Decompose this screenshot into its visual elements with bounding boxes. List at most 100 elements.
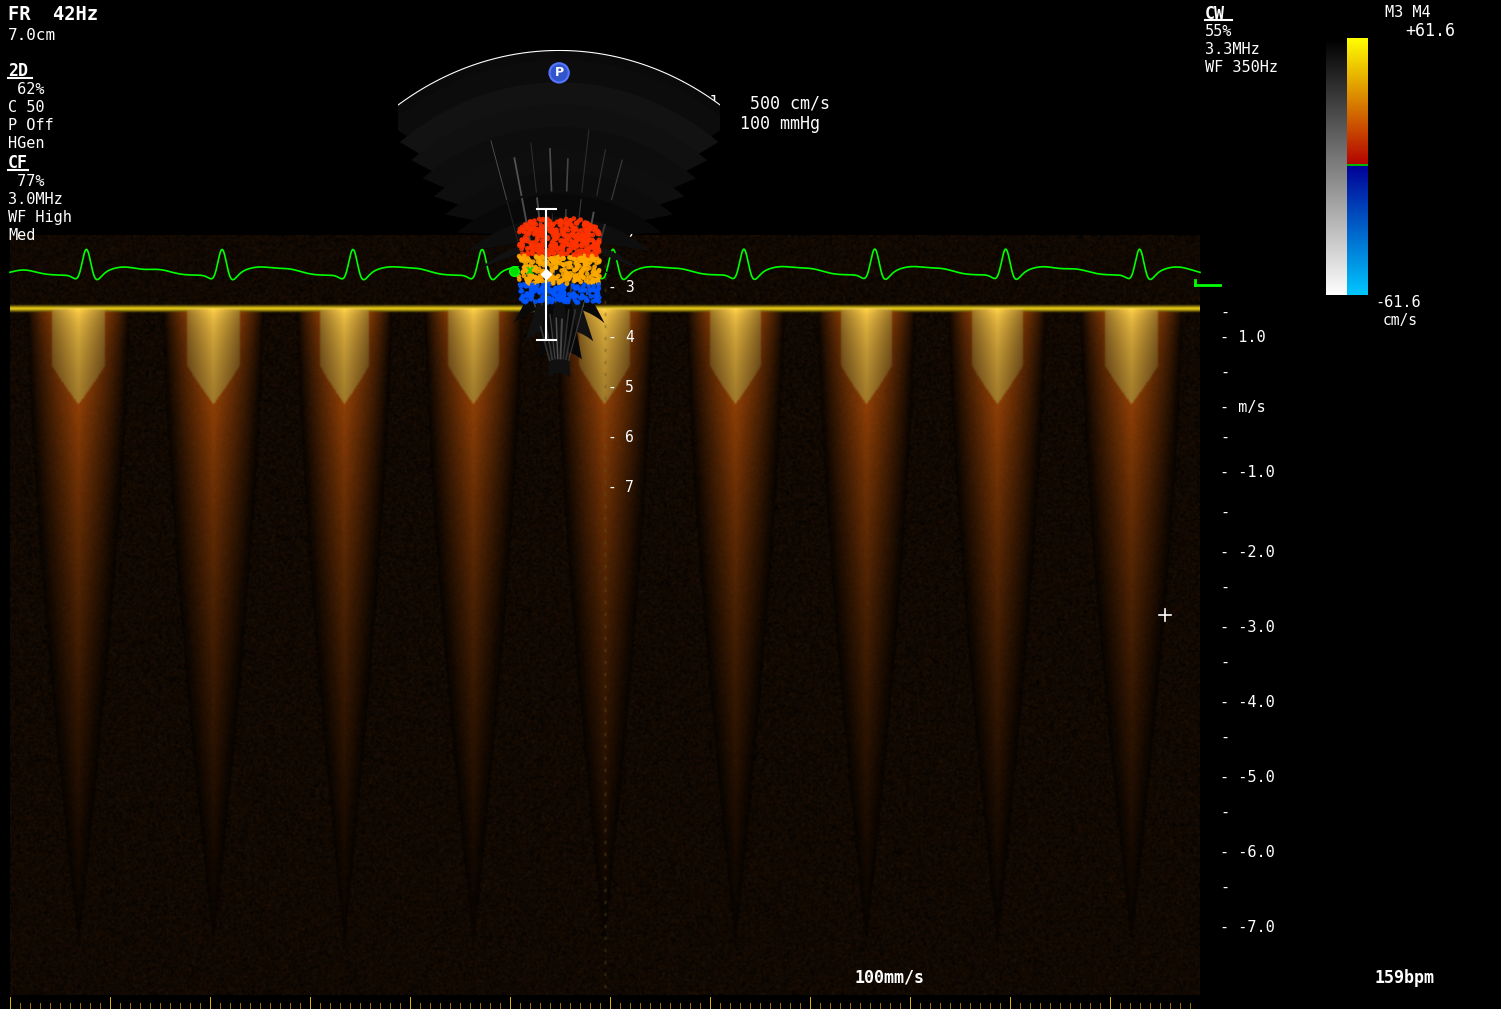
Point [563, 273, 587, 290]
Point [543, 287, 567, 303]
Point [545, 222, 569, 238]
Point [509, 291, 533, 307]
Point [563, 268, 587, 285]
Point [557, 242, 581, 258]
Text: 77%: 77% [8, 174, 45, 189]
Point [587, 241, 611, 257]
Point [554, 264, 578, 281]
Point [587, 252, 611, 268]
Point [566, 227, 590, 243]
Point [552, 246, 576, 262]
Text: -: - [1220, 880, 1229, 895]
Point [545, 252, 569, 268]
Point [552, 220, 576, 236]
Point [576, 216, 600, 232]
Point [534, 246, 558, 262]
Point [551, 250, 575, 266]
Point [539, 242, 563, 258]
Point [546, 273, 570, 290]
Text: P Off: P Off [8, 118, 54, 133]
Point [564, 267, 588, 284]
Text: 6: 6 [624, 430, 633, 445]
Point [563, 288, 587, 304]
Point [551, 249, 575, 265]
Point [551, 256, 575, 272]
Point [578, 221, 602, 237]
Text: - m/s: - m/s [1220, 400, 1265, 415]
Text: +  Vel   500 cm/s: + Vel 500 cm/s [660, 95, 830, 113]
Point [539, 284, 563, 300]
Point [533, 228, 557, 244]
Point [528, 237, 552, 253]
Point [524, 279, 548, 296]
Text: 4: 4 [624, 330, 633, 345]
Point [564, 248, 588, 264]
Point [554, 232, 578, 248]
Point [558, 216, 582, 232]
Point [530, 293, 554, 309]
Text: -: - [1220, 730, 1229, 745]
Point [572, 215, 596, 231]
Point [551, 266, 575, 283]
Point [512, 253, 536, 269]
Point [537, 223, 561, 239]
Point [570, 252, 594, 268]
Point [567, 229, 591, 245]
Point [530, 212, 554, 228]
Text: 2: 2 [624, 230, 633, 245]
Point [584, 238, 608, 254]
Point [552, 214, 576, 230]
Point [542, 233, 566, 249]
Text: -: - [606, 380, 615, 395]
Point [531, 273, 555, 290]
Point [530, 254, 554, 270]
Text: Med: Med [8, 228, 36, 243]
Point [548, 288, 572, 304]
Point [519, 284, 543, 300]
Text: CW: CW [1205, 5, 1225, 23]
Point [518, 275, 542, 292]
Point [552, 261, 576, 277]
Point [513, 278, 537, 295]
Point [530, 247, 554, 263]
Point [555, 237, 579, 253]
Point [573, 226, 597, 242]
Point [534, 229, 558, 245]
Point [548, 252, 572, 268]
Point [554, 255, 578, 271]
Point [570, 235, 594, 251]
Point [531, 243, 555, 259]
Point [510, 235, 534, 251]
Point [561, 277, 585, 294]
Point [585, 292, 609, 308]
Point [552, 288, 576, 304]
Point [510, 232, 534, 248]
Point [579, 283, 603, 299]
Point [587, 275, 611, 292]
Point [548, 281, 572, 297]
Point [564, 227, 588, 243]
Point [536, 211, 560, 227]
Point [575, 223, 599, 239]
Point [584, 239, 608, 255]
Point [524, 269, 548, 286]
Point [546, 244, 570, 260]
Point [585, 271, 609, 288]
Point [518, 287, 542, 303]
Point [587, 294, 611, 310]
Point [515, 287, 539, 303]
Point [546, 248, 570, 264]
Point [582, 250, 606, 266]
Point [543, 237, 567, 253]
Point [543, 270, 567, 287]
Point [558, 265, 582, 282]
Point [512, 259, 536, 275]
Point [530, 232, 554, 248]
Point [527, 244, 551, 260]
Point [545, 254, 569, 270]
Point [525, 229, 549, 245]
Point [531, 266, 555, 283]
Point [521, 220, 545, 236]
Point [569, 237, 593, 253]
Point [573, 252, 597, 268]
